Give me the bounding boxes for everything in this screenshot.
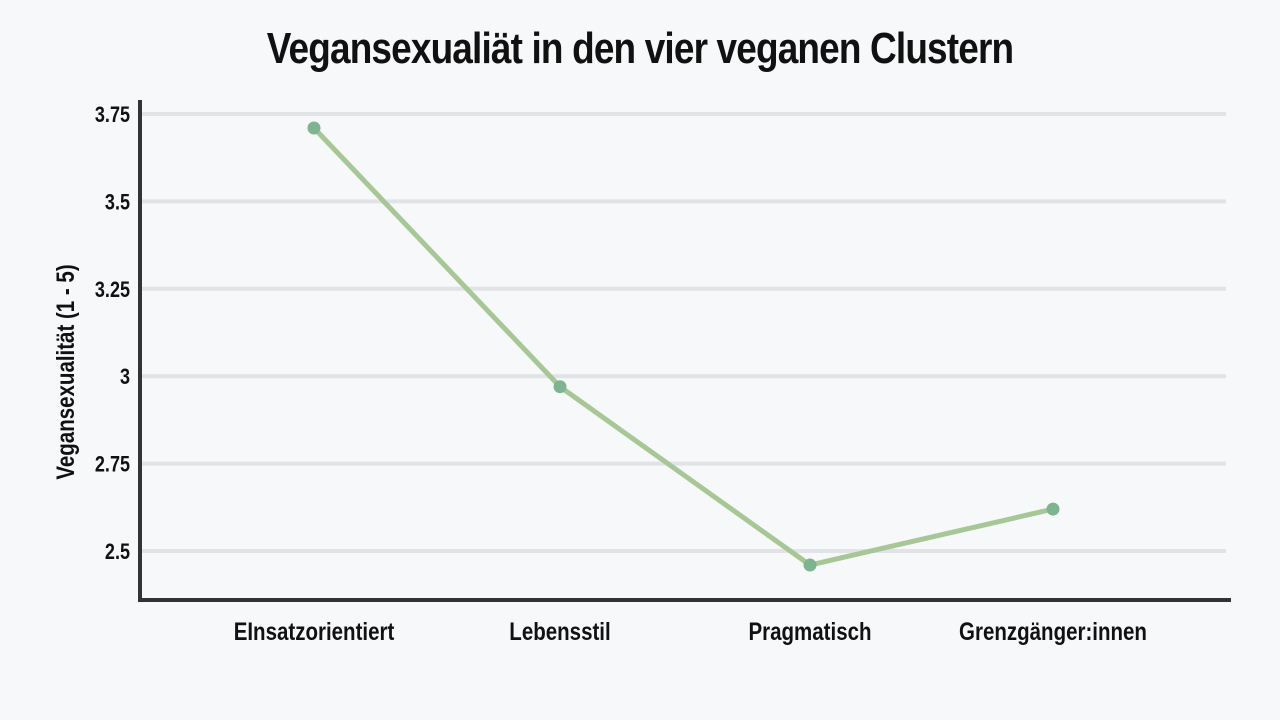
data-point [553,380,567,394]
chart-title: Vegansexualiät in den vier veganen Clust… [266,24,1014,73]
x-category-label: EInsatzorientiert [234,617,395,645]
y-tick-label: 3.5 [105,191,130,215]
data-points [307,121,1060,572]
data-point [1046,502,1060,516]
y-axis-title: Vegansexualität (1 - 5) [51,264,79,479]
y-tick-label: 3.75 [95,103,130,127]
y-tick-label: 2.75 [95,453,130,477]
series-line [311,125,1056,568]
x-category-label: Pragmatisch [748,617,871,645]
gridlines [140,111,1226,554]
y-tick-label: 3 [120,366,130,390]
series-line-group [311,125,1056,568]
x-category-labels: EInsatzorientiert Lebensstil Pragmatisch Gr… [234,617,1147,645]
y-tick-labels: 2.5 2.75 3 3.25 3.5 3.75 [95,103,130,564]
y-tick-label: 3.25 [95,278,130,302]
data-point [307,121,321,135]
y-tick-label: 2.5 [105,540,130,564]
x-category-label: Grenzgänger:innen [959,617,1147,645]
data-point [803,558,817,572]
axes [138,100,1231,602]
x-category-label: Lebensstil [509,617,610,645]
